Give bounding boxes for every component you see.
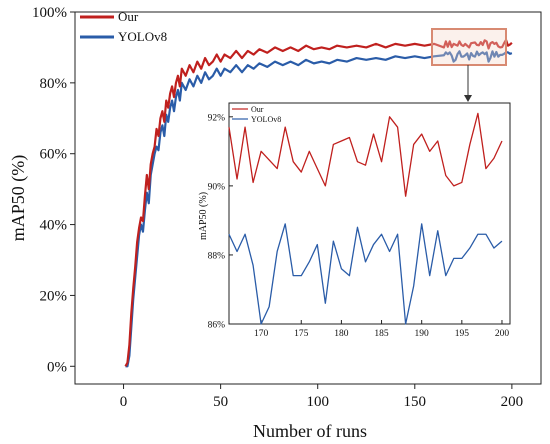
main-x-ticks: 0 50 100 150 200: [120, 384, 523, 410]
inset-plot: 86% 88% 90% 92% 170 175 180 185 190 195 200 Our Y…: [208, 102, 511, 339]
main-plot-frame: [74, 11, 542, 385]
inset-legend: Our YOLOv8: [232, 105, 281, 124]
inset-y-tick-label: 92%: [208, 113, 226, 123]
inset-series-line-our: [228, 112, 503, 197]
x-tick-label: 100: [306, 394, 329, 410]
y-tick-label: 60%: [40, 147, 68, 163]
main-y-ticks: 0% 20% 40% 60% 80% 100%: [32, 5, 75, 375]
inset-x-tick-label: 200: [495, 329, 510, 339]
x-tick-label: 50: [213, 394, 228, 410]
y-axis-title: mAP50 (%): [8, 155, 29, 242]
inset-series-line-yolov8: [228, 223, 503, 325]
x-tick-label: 150: [404, 394, 427, 410]
y-tick-label: 100%: [32, 5, 67, 21]
inset-x-tick-label: 195: [455, 329, 470, 339]
main-legend: Our YOLOv8: [80, 9, 167, 44]
y-tick-label: 40%: [40, 218, 68, 234]
inset-x-tick-label: 190: [415, 329, 430, 339]
inset-x-tick-label: 175: [294, 329, 309, 339]
zoom-indicator: [431, 28, 507, 102]
y-tick-label: 80%: [40, 76, 68, 92]
inset-y-tick-label: 86%: [208, 321, 226, 331]
x-tick-label: 0: [120, 394, 128, 410]
inset-x-tick-label: 170: [254, 329, 269, 339]
y-tick-label: 0%: [47, 359, 67, 375]
inset-y-axis-title: mAP50 (%): [198, 192, 209, 240]
inset-y-tick-label: 90%: [208, 182, 226, 192]
series-line-yolov8: [125, 50, 513, 368]
x-axis-title: Number of runs: [253, 421, 367, 441]
legend-label-our: Our: [118, 9, 139, 24]
y-tick-label: 20%: [40, 288, 68, 304]
inset-y-tick-label: 88%: [208, 251, 226, 261]
inset-series: [228, 112, 503, 325]
inset-x-tick-label: 180: [334, 329, 349, 339]
legend-label-yolov8: YOLOv8: [118, 29, 167, 44]
inset-plot-frame: [228, 102, 511, 325]
main-series: [124, 38, 513, 368]
main-plot: 0% 20% 40% 60% 80% 100% 0 50 100 150 200: [32, 5, 542, 410]
inset-y-ticks: 86% 88% 90% 92%: [208, 113, 233, 331]
inset-legend-label-yolov8: YOLOv8: [251, 115, 281, 124]
inset-x-tick-label: 185: [374, 329, 389, 339]
inset-legend-label-our: Our: [251, 105, 264, 114]
zoom-highlight-box: [431, 28, 507, 66]
zoom-arrow-head: [464, 95, 472, 102]
x-tick-label: 200: [501, 394, 524, 410]
series-line-our: [124, 38, 513, 367]
